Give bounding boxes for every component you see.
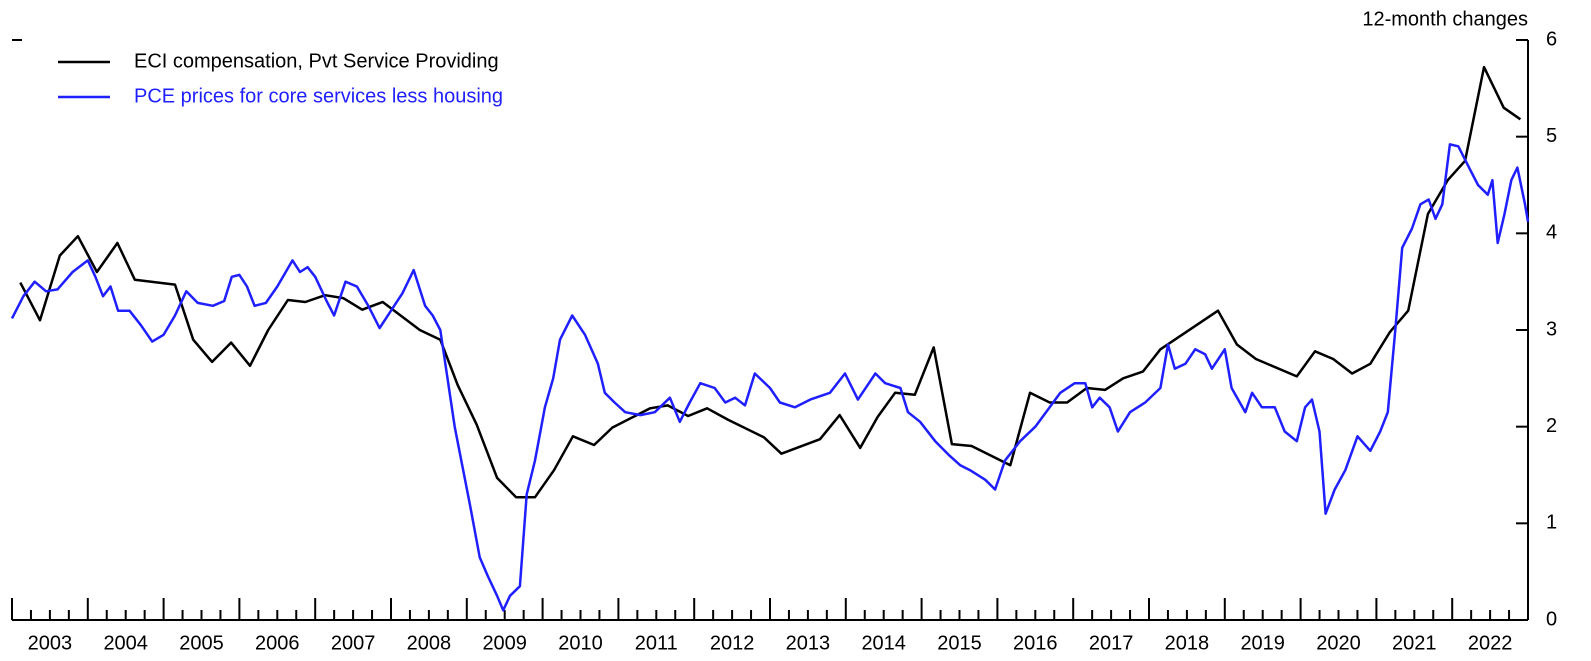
y-tick-label: 6 — [1546, 28, 1557, 50]
x-tick-label: 2010 — [558, 632, 603, 654]
y-tick-label: 1 — [1546, 512, 1557, 534]
x-tick-label: 2003 — [28, 632, 73, 654]
y-tick-label: 4 — [1546, 222, 1557, 244]
series-line — [10, 143, 1530, 612]
x-tick-label: 2014 — [861, 632, 906, 654]
x-tick-label: 2018 — [1165, 632, 1210, 654]
x-tick-label: 2006 — [255, 632, 300, 654]
y-tick-label: 2 — [1546, 415, 1557, 437]
x-tick-label: 2017 — [1089, 632, 1134, 654]
x-tick-label: 2012 — [710, 632, 755, 654]
x-tick-label: 2013 — [786, 632, 831, 654]
x-tick-label: 2011 — [635, 632, 678, 654]
legend-label: ECI compensation, Pvt Service Providing — [134, 50, 499, 72]
x-tick-label: 2008 — [407, 632, 452, 654]
x-tick-label: 2019 — [1240, 632, 1285, 654]
x-tick-label: 2021 — [1392, 632, 1437, 654]
x-tick-label: 2004 — [103, 632, 148, 654]
x-tick-label: 2007 — [331, 632, 376, 654]
y-tick-label: 0 — [1546, 608, 1557, 630]
x-tick-label: 2022 — [1468, 632, 1513, 654]
series-line — [19, 65, 1522, 499]
x-tick-label: 2016 — [1013, 632, 1058, 654]
x-tick-label: 2009 — [482, 632, 527, 654]
x-tick-label: 2015 — [937, 632, 982, 654]
y-tick-label: 3 — [1546, 318, 1557, 340]
x-tick-label: 2020 — [1316, 632, 1361, 654]
annotation: 12-month changes — [1362, 8, 1528, 30]
y-tick-label: 5 — [1546, 125, 1557, 147]
legend-label: PCE prices for core services less housin… — [134, 85, 503, 107]
x-tick-label: 2005 — [179, 632, 224, 654]
